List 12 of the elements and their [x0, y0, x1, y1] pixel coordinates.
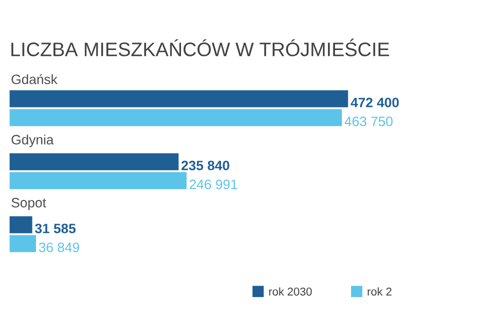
- data-label: 463 750: [344, 116, 393, 126]
- data-label: 246 991: [190, 180, 238, 190]
- legend-label: rok 2030: [269, 287, 312, 296]
- data-label: 472 400: [350, 98, 399, 108]
- data-label: 31 585: [35, 224, 76, 234]
- y-tick-label: Sopot: [12, 198, 46, 210]
- y-tick-label: Gdańsk: [12, 74, 58, 84]
- chart-title: LICZBA MIESZKAŃCÓW W TRÓJMIEŚCIE: [11, 38, 390, 56]
- data-label: 36 849: [38, 242, 80, 252]
- y-tick-label: Gdynia: [12, 134, 54, 148]
- legend-label: rok 2: [368, 287, 392, 296]
- data-label: 235 840: [182, 160, 230, 170]
